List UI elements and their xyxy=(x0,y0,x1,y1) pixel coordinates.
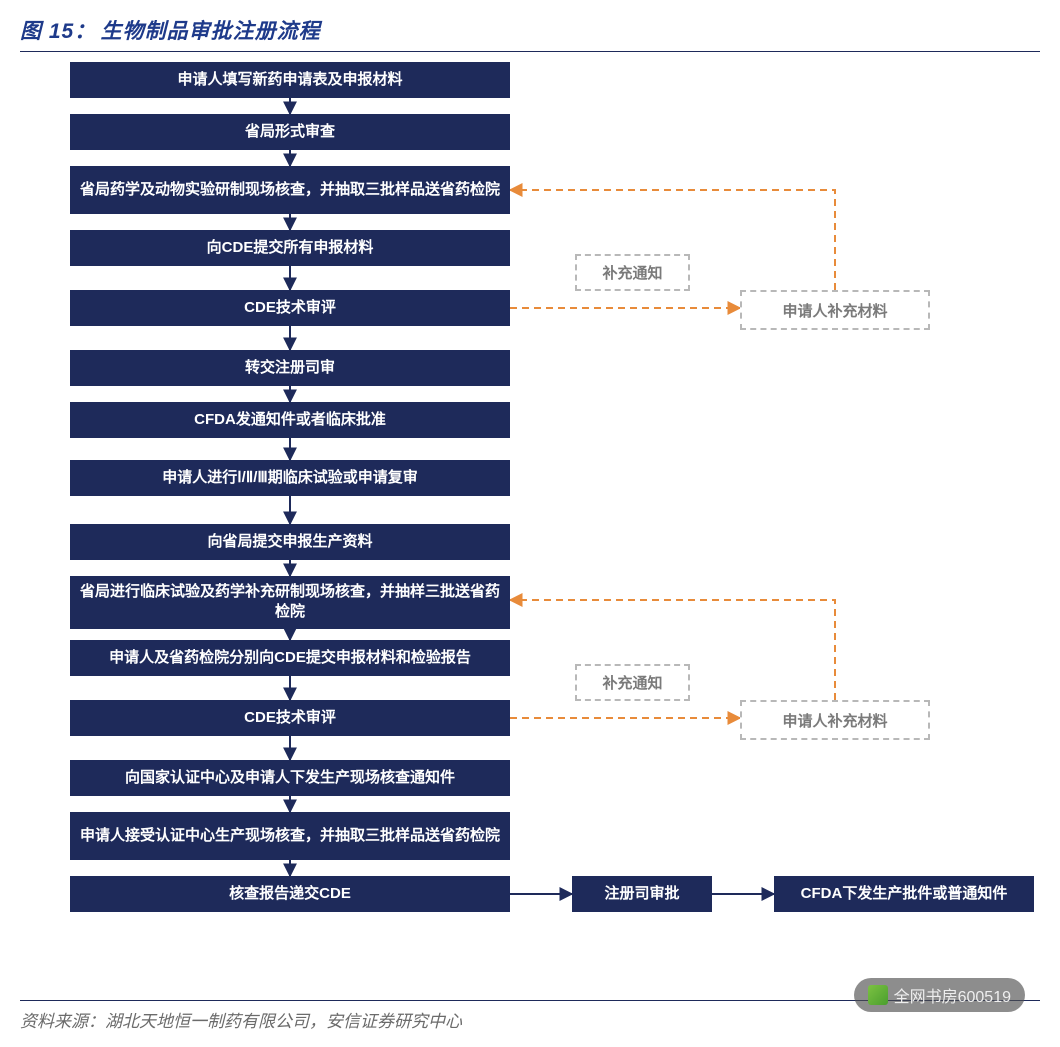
watermark-text: 全网书房600519 xyxy=(894,983,1011,1007)
flow-node-n2: 省局形式审查 xyxy=(70,114,510,150)
watermark-badge: 全网书房600519 xyxy=(854,978,1025,1012)
flow-node-n8: 申请人进行Ⅰ/Ⅱ/Ⅲ期临床试验或申请复审 xyxy=(70,460,510,496)
figure-title: 生物制品审批注册流程 xyxy=(101,20,321,43)
flow-node-n13: 向国家认证中心及申请人下发生产现场核查通知件 xyxy=(70,760,510,796)
flow-node-n10: 省局进行临床试验及药学补充研制现场核查，并抽样三批送省药检院 xyxy=(70,576,510,629)
flow-node-n7: CFDA发通知件或者临床批准 xyxy=(70,402,510,438)
aux-node-a1: 补充通知 xyxy=(575,254,690,291)
aux-node-a2: 申请人补充材料 xyxy=(740,290,930,330)
aux-node-a4: 申请人补充材料 xyxy=(740,700,930,740)
flow-node-n6: 转交注册司审 xyxy=(70,350,510,386)
flow-node-n5: CDE技术审评 xyxy=(70,290,510,326)
flow-node-n16: 注册司审批 xyxy=(572,876,712,912)
figure-number: 图 15： xyxy=(20,20,96,43)
flow-node-n14: 申请人接受认证中心生产现场核查，并抽取三批样品送省药检院 xyxy=(70,812,510,860)
wechat-icon xyxy=(868,985,888,1005)
figure-title-row: 图 15： 生物制品审批注册流程 xyxy=(20,15,1040,52)
flowchart-canvas: 申请人填写新药申请表及申报材料省局形式审查省局药学及动物实验研制现场核查，并抽取… xyxy=(20,62,1040,992)
flow-node-n15: 核查报告递交CDE xyxy=(70,876,510,912)
flow-node-n9: 向省局提交申报生产资料 xyxy=(70,524,510,560)
flow-node-n4: 向CDE提交所有申报材料 xyxy=(70,230,510,266)
flow-node-n1: 申请人填写新药申请表及申报材料 xyxy=(70,62,510,98)
figure-container: 图 15： 生物制品审批注册流程 申请人填写新药申请表及申报材料省局形式审查省局… xyxy=(0,0,1060,1047)
aux-node-a3: 补充通知 xyxy=(575,664,690,701)
flow-node-n17: CFDA下发生产批件或普通知件 xyxy=(774,876,1034,912)
flow-node-n12: CDE技术审评 xyxy=(70,700,510,736)
flow-node-n3: 省局药学及动物实验研制现场核查，并抽取三批样品送省药检院 xyxy=(70,166,510,214)
flow-node-n11: 申请人及省药检院分别向CDE提交申报材料和检验报告 xyxy=(70,640,510,676)
